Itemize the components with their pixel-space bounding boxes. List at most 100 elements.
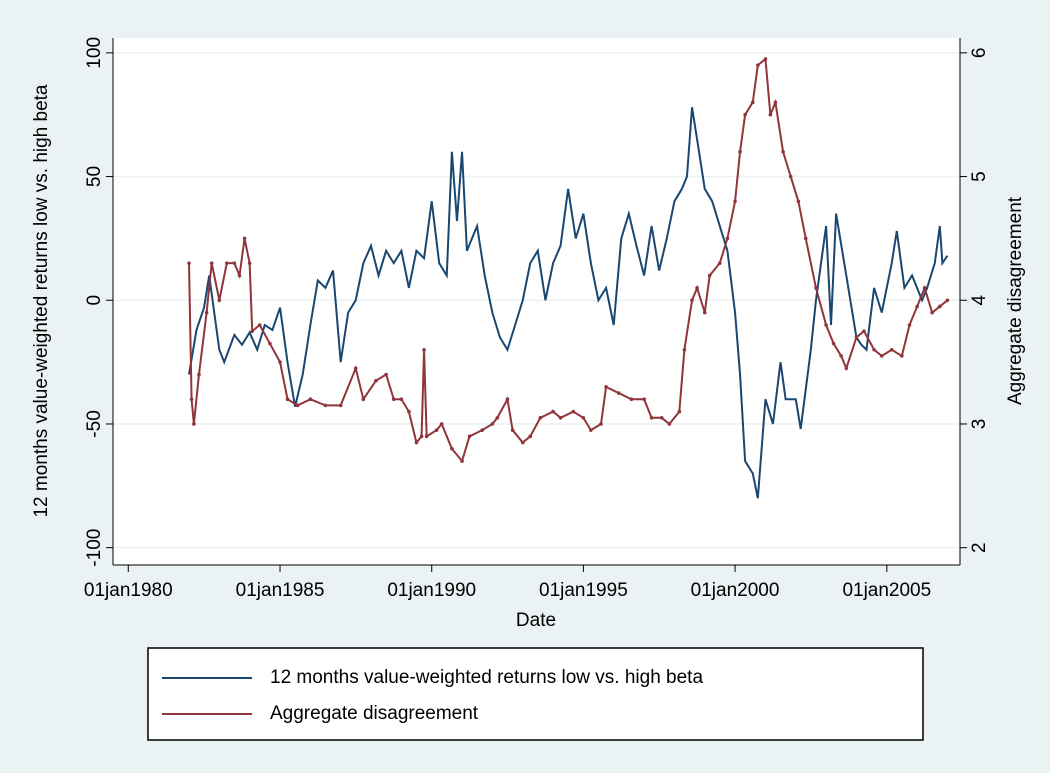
series-marker (209, 261, 214, 265)
x-tick-label: 01jan1995 (539, 580, 628, 601)
y2-tick-label: 5 (969, 171, 990, 182)
series-marker (682, 347, 687, 352)
y2-tick-label: 2 (969, 542, 990, 553)
series-marker (434, 428, 439, 432)
y-tick-label: 0 (84, 295, 105, 306)
series-marker (642, 397, 646, 402)
x-tick-label: 01jan1985 (236, 580, 325, 601)
series-marker (725, 236, 730, 241)
series-marker (217, 298, 222, 303)
series-marker (520, 440, 525, 445)
legend-label: 12 months value-weighted returns low vs.… (270, 667, 703, 688)
y-tick-label: 50 (84, 166, 105, 187)
series-marker (938, 304, 942, 309)
series-marker (756, 63, 760, 68)
series-marker (768, 112, 773, 117)
series-marker (353, 366, 358, 371)
series-marker (439, 422, 444, 426)
series-marker (930, 310, 934, 315)
series-marker (391, 397, 396, 402)
series-marker (247, 261, 252, 265)
series-marker (773, 100, 778, 105)
series-marker (796, 199, 801, 204)
series-marker (232, 261, 237, 265)
series-marker (803, 236, 808, 241)
y2-tick-label: 3 (969, 419, 990, 430)
series-marker (677, 409, 682, 414)
series-marker (422, 347, 426, 352)
series-marker (268, 341, 272, 346)
series-marker (604, 385, 608, 389)
y2-axis-title: Aggregate disagreement (1005, 196, 1026, 405)
series-marker (467, 434, 472, 439)
series-marker (738, 150, 742, 154)
series-marker (538, 415, 543, 420)
y2-tick-label: 6 (969, 48, 990, 59)
y-tick-label: -50 (84, 410, 105, 437)
series-marker (824, 323, 828, 327)
series-marker (889, 347, 894, 352)
series-marker (922, 286, 927, 290)
series-marker (814, 286, 818, 290)
series-marker (510, 428, 515, 432)
series-marker (581, 415, 586, 420)
series-marker (192, 422, 196, 426)
x-tick-label: 01jan1980 (84, 580, 173, 601)
series-marker (750, 100, 755, 105)
series-marker (702, 310, 707, 315)
series-marker (197, 372, 201, 377)
series-marker (285, 397, 290, 402)
series-marker (695, 286, 699, 290)
series-marker (558, 415, 563, 420)
series-marker (551, 409, 555, 414)
series-marker (323, 403, 328, 408)
series-marker (505, 397, 510, 402)
series-marker (659, 415, 664, 420)
series-marker (707, 273, 712, 278)
series-marker (237, 273, 242, 278)
x-tick-label: 01jan2005 (842, 580, 931, 601)
series-marker (204, 310, 209, 315)
legend-box (147, 647, 924, 741)
series-marker (599, 422, 603, 426)
series-marker (361, 397, 366, 402)
series-marker (854, 335, 859, 340)
series-marker (667, 422, 672, 426)
series-marker (308, 397, 313, 402)
series-marker (733, 199, 737, 204)
y2-tick-label: 4 (969, 295, 990, 306)
series-marker (374, 378, 378, 383)
series-marker (480, 428, 485, 432)
series-marker (907, 323, 912, 327)
series-marker (788, 174, 793, 179)
series-marker (224, 261, 229, 265)
y-tick-label: 100 (84, 37, 105, 69)
series-marker (399, 397, 404, 402)
series-marker (407, 409, 411, 414)
series-marker (872, 347, 876, 352)
series-marker (616, 391, 621, 395)
series-marker (649, 415, 654, 420)
series-line (188, 107, 949, 499)
x-tick-label: 01jan1990 (387, 580, 476, 601)
series-marker (862, 329, 866, 333)
series-marker (460, 459, 464, 463)
series-marker (915, 304, 919, 309)
series-marker (495, 415, 500, 420)
legend-label: Aggregate disagreement (270, 703, 479, 724)
series-marker (879, 354, 884, 358)
series-marker (900, 354, 904, 358)
series-marker (419, 434, 424, 439)
series-marker (717, 261, 722, 265)
series-marker (629, 397, 634, 402)
series-marker (571, 409, 576, 414)
series-marker (528, 434, 533, 439)
series-marker (450, 446, 454, 451)
y-tick-label: -100 (84, 529, 105, 567)
series-marker (242, 236, 247, 241)
series-marker (844, 366, 849, 371)
y-axis-title: 12 months value-weighted returns low vs.… (31, 84, 52, 517)
series-marker (424, 434, 429, 439)
series-marker (189, 397, 194, 402)
